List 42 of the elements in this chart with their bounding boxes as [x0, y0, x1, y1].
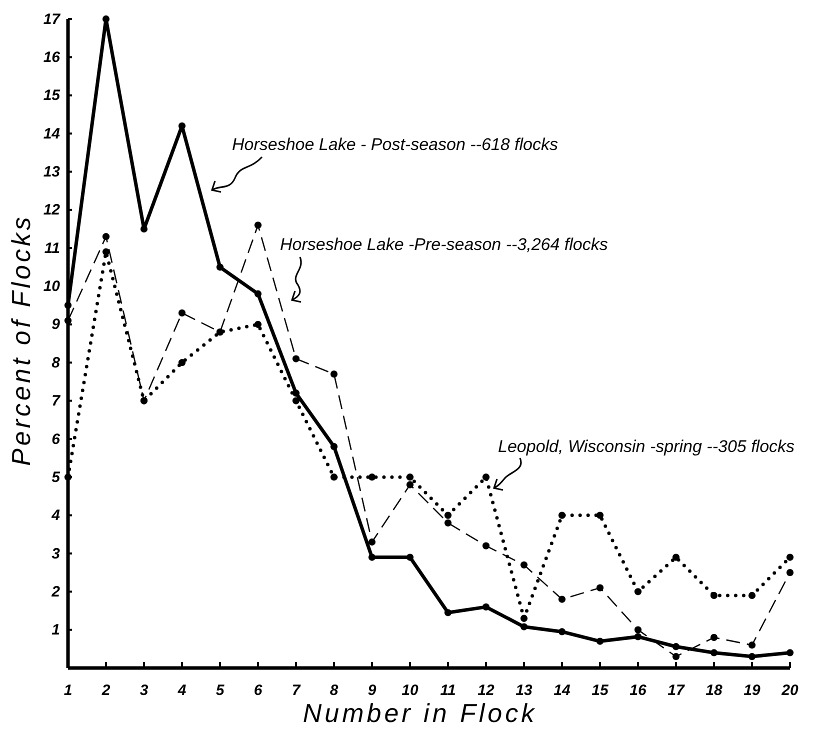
- x-tick-label: 12: [478, 682, 495, 699]
- y-tick-label: 9: [52, 316, 61, 334]
- y-tick-label: 14: [43, 125, 61, 142]
- text: Horseshoe Lake - Post-season --618 flocks: [232, 135, 558, 154]
- x-tick-label: 7: [292, 682, 301, 699]
- x-tick-label: 9: [368, 682, 377, 699]
- y-tick-label: 8: [52, 354, 61, 372]
- x-tick-label: 6: [254, 682, 263, 699]
- x-tick-label: 8: [330, 682, 339, 699]
- y-tick-label: 5: [52, 468, 61, 486]
- y-tick-label: 2: [50, 583, 61, 600]
- y-tick-label: 7: [52, 392, 61, 410]
- y-tick-label: 16: [43, 48, 61, 66]
- x-tick-label: 15: [592, 682, 609, 699]
- x-tick-label: 18: [706, 682, 723, 699]
- y-tick-label: 15: [43, 87, 61, 104]
- y-tick-label: 11: [44, 240, 60, 257]
- y-tick-label: 1: [52, 622, 60, 639]
- y-tick-label: 3: [52, 545, 61, 562]
- x-tick-label: 5: [216, 682, 225, 699]
- y-tick-label: 4: [50, 507, 61, 524]
- x-tick-label: 13: [516, 682, 533, 699]
- x-tick-label: 2: [100, 682, 111, 699]
- y-tick-label: 12: [43, 202, 61, 219]
- y-tick-label: 6: [52, 430, 61, 448]
- x-tick-label: 10: [402, 682, 419, 699]
- x-tick-label: 3: [140, 682, 149, 699]
- x-tick-label: 4: [176, 682, 187, 699]
- y-axis-title: Percent of Flocks: [6, 214, 36, 466]
- x-tick-label: 19: [744, 682, 761, 699]
- x-tick-label: 11: [440, 682, 456, 699]
- y-tick-label: 17: [43, 10, 61, 28]
- x-tick-label: 1: [64, 682, 72, 699]
- y-tick-label: 10: [43, 278, 61, 296]
- series-label: Leopold, Wisconsin -spring --305 flocks: [498, 437, 796, 456]
- x-tick-label: 14: [554, 682, 571, 699]
- series-label: Horseshoe Lake -Pre-season --3,264 flocks: [280, 235, 608, 254]
- x-tick-label: 16: [630, 682, 647, 699]
- x-axis-title: Number in Flock: [302, 698, 538, 728]
- y-tick-label: 13: [43, 164, 61, 181]
- x-tick-label: 20: [780, 682, 799, 699]
- x-tick-label: 17: [668, 682, 685, 699]
